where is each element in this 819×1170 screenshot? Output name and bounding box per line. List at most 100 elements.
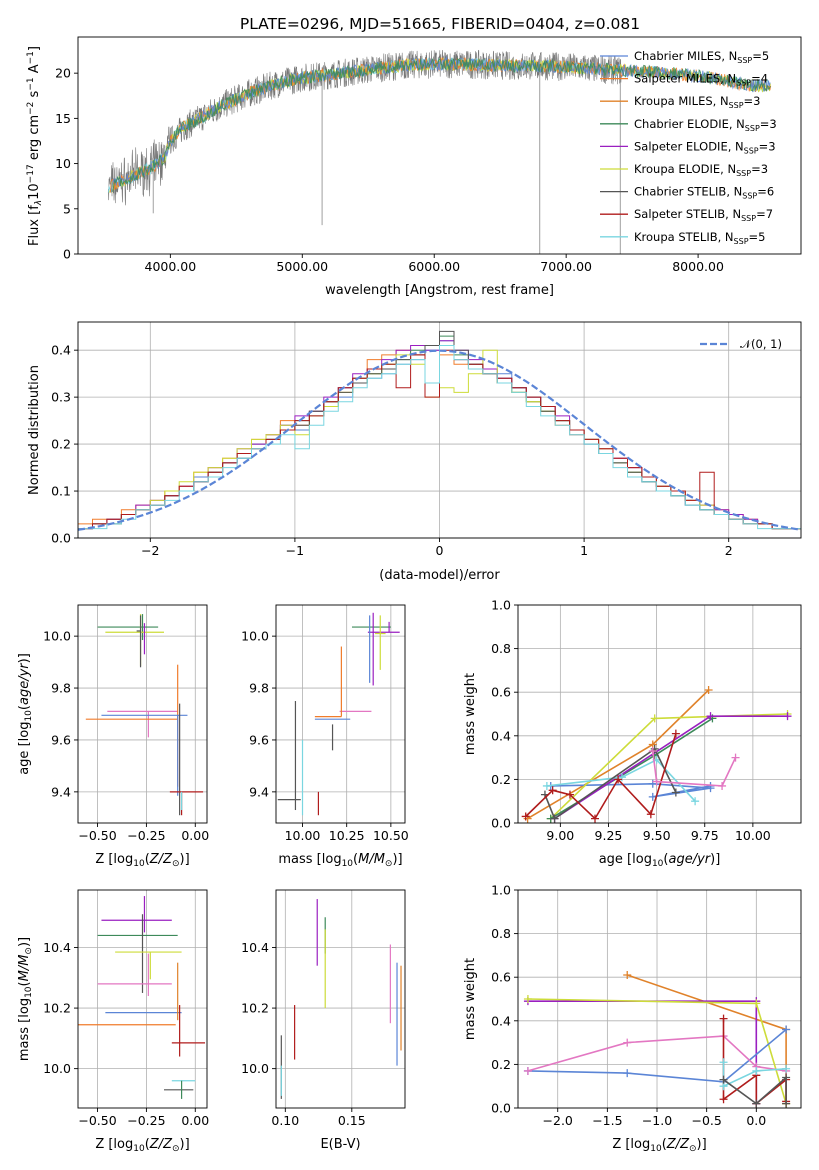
- series-marker: [648, 747, 657, 756]
- series-marker: [782, 1025, 791, 1034]
- label-part: ⊙: [172, 859, 180, 869]
- x-tick-label: 10.00: [285, 828, 321, 843]
- series-marker: [614, 775, 623, 784]
- figure-title: PLATE=0296, MJD=51665, FIBERID=0404, z=0…: [240, 15, 640, 33]
- y-axis-label: Normed distribution: [27, 365, 42, 495]
- x-axis-label: wavelength [Angstrom, rest frame]: [325, 283, 554, 298]
- series-marker: [719, 1058, 728, 1067]
- label-part: A: [27, 64, 42, 77]
- legend-base: Salpeter ELODIE, N: [634, 139, 744, 153]
- x-tick-label: −0.5: [691, 1113, 721, 1128]
- x-axis-label: E(B-V): [320, 1137, 360, 1152]
- y-tick-label: 0.4: [51, 343, 71, 358]
- legend-base: Kroupa MILES, N: [634, 94, 729, 108]
- y-tick-label: 10.0: [43, 1061, 71, 1076]
- plot-area: [107, 49, 772, 254]
- mass-weight-series: [544, 747, 677, 820]
- series-marker: [523, 1066, 532, 1075]
- panel-residuals: −2 −1 0 1 2 0.0 0.1 0.2 0.3 0.4 𝒩(0, 1) (data-model…: [27, 321, 802, 583]
- x-tick-label: −0.25: [127, 828, 165, 843]
- series-marker: [523, 995, 532, 1003]
- mass-weight-series: [527, 1028, 787, 1083]
- x-tick-label: −0.50: [78, 1113, 116, 1128]
- legend-label: Kroupa MILES, NSSP=3: [634, 94, 760, 110]
- series-marker: [548, 786, 557, 795]
- y-tick-label: 15: [55, 111, 71, 126]
- label-part: )]: [710, 852, 720, 867]
- y-tick-label: 9.6: [51, 732, 71, 747]
- mass-weight-series: [722, 1018, 787, 1106]
- y-axis-label: mass weight: [463, 673, 478, 755]
- y-axis-label: mass [log10(M/M⊙)]: [17, 937, 34, 1061]
- legend-label: 𝒩(0, 1): [740, 337, 782, 351]
- label-part: 10: [342, 859, 354, 869]
- label-part: 10: [133, 1144, 145, 1154]
- series-marker: [671, 729, 680, 738]
- model-spectrum-line: [112, 57, 771, 192]
- label-part: ]: [27, 46, 42, 51]
- x-axis-label: age [log10(age/yr)]: [599, 852, 721, 869]
- y-tick-label: 0.0: [491, 816, 511, 831]
- label-part: −17: [26, 164, 36, 183]
- legend-subscript: SSP: [737, 56, 752, 65]
- label-part: −1: [26, 51, 36, 64]
- label-part: )]: [392, 852, 402, 867]
- panel-mass-vs-ebv: 0.10 0.15 10.0 10.2 10.4: [241, 889, 406, 1128]
- label-part: Z/Z: [666, 1137, 690, 1152]
- label-part: 10: [27, 183, 42, 200]
- legend-label: Kroupa ELODIE, NSSP=3: [634, 162, 768, 178]
- y-axis-label: mass weight: [463, 958, 478, 1040]
- errorbar-point: [115, 951, 182, 980]
- legend-label: Chabrier MILES, NSSP=5: [634, 49, 769, 65]
- legend-tail: =7: [756, 207, 773, 221]
- series-marker: [752, 999, 761, 1008]
- legend-label: Salpeter ELODIE, NSSP=3: [634, 139, 776, 155]
- series-marker: [623, 1038, 632, 1047]
- errorbar-point: [101, 714, 188, 796]
- series-marker: [652, 777, 661, 786]
- y-tick-label: 0.2: [491, 772, 511, 787]
- mass-weight-series: [546, 758, 696, 802]
- series-marker: [646, 810, 655, 819]
- x-tick-label: 9.25: [595, 828, 623, 843]
- y-tick-label: 9.8: [51, 681, 71, 696]
- x-tick-label: −2.0: [543, 1113, 573, 1128]
- series-marker: [783, 712, 792, 721]
- errorbar-point: [374, 615, 386, 670]
- x-axis-label: (data-model)/error: [379, 568, 500, 583]
- x-tick-label: 10.00: [735, 828, 771, 843]
- panel-weight-vs-age: 9.00 9.25 9.50 9.75 10.00 0.0 0.2 0.4 0.6 0.8 1.0 a…: [463, 598, 802, 869]
- x-tick-label: 10.25: [329, 828, 365, 843]
- series-marker: [718, 781, 727, 790]
- y-tick-label: 0.6: [491, 685, 511, 700]
- y-tick-label: 1.0: [491, 598, 511, 613]
- series-marker: [550, 814, 559, 823]
- label-part: age/yr: [17, 662, 32, 705]
- panel-spectrum: 4000.00 5000.00 6000.00 7000.00 8000.00 0 5 10 1…: [26, 36, 802, 298]
- legend-tail: =5: [749, 230, 766, 244]
- series-marker: [521, 812, 530, 821]
- y-tick-label: 9.4: [249, 784, 269, 799]
- x-tick-label: −1.5: [592, 1113, 622, 1128]
- label-part: age [log: [17, 722, 32, 775]
- label-part: ⊙: [689, 1144, 697, 1154]
- x-tick-label: 10.50: [373, 828, 409, 843]
- series-marker: [719, 1014, 728, 1023]
- legend-label: Salpeter MILES, NSSP=4: [634, 72, 768, 88]
- panel-age-vs-mass: 10.00 10.25 10.50 9.4 9.6 9.8 10.0 mass [log10(…: [241, 604, 409, 869]
- x-axis-label: Z [log10(Z/Z⊙)]: [612, 1137, 706, 1154]
- panels-group: 4000.00 5000.00 6000.00 7000.00 8000.0005101…: [17, 36, 802, 1154]
- label-part: Z [log: [612, 1137, 650, 1152]
- series-marker: [542, 781, 551, 790]
- y-tick-label: 0.4: [491, 728, 511, 743]
- legend-subscript: SSP: [734, 237, 749, 246]
- label-part: 10: [650, 1144, 662, 1154]
- label-part: (: [662, 1137, 667, 1152]
- legend-tail: =3: [759, 139, 776, 153]
- label-part: −2: [26, 102, 36, 115]
- x-tick-label: 7000.00: [540, 259, 592, 274]
- y-tick-label: 0.6: [491, 970, 511, 985]
- series-marker: [671, 788, 680, 797]
- legend-base: Kroupa STELIB, N: [634, 230, 734, 244]
